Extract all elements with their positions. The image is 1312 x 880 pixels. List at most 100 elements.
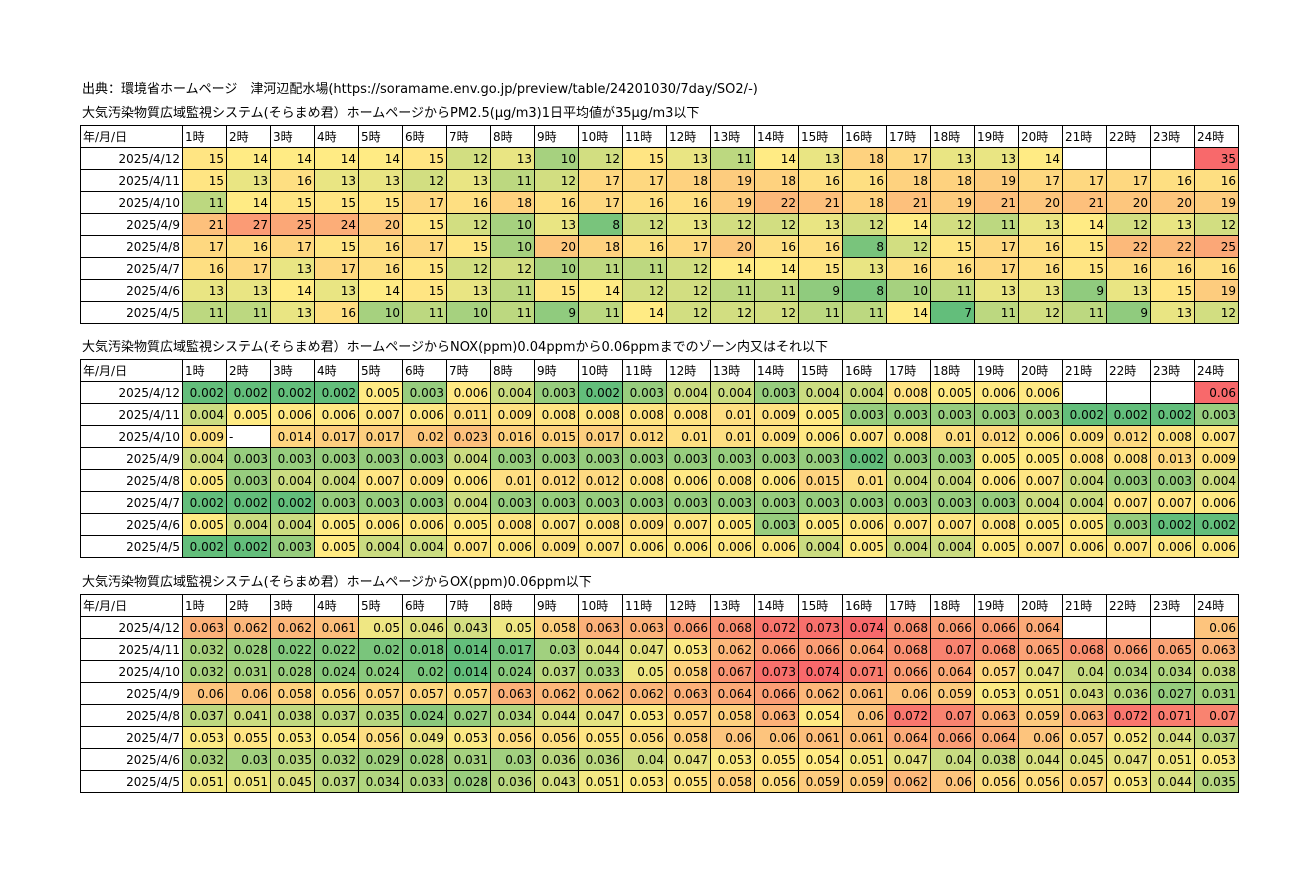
value-cell: 0.047 bbox=[1018, 660, 1063, 683]
value-cell: 0.044 bbox=[1018, 748, 1063, 771]
value-cell: 11 bbox=[578, 257, 623, 280]
value-cell: 0.056 bbox=[974, 770, 1019, 793]
nox-section-title: 大気汚染物質広域監視システム(そらまめ君）ホームページからNOX(ppm)0.0… bbox=[82, 340, 828, 355]
value-cell: 0.066 bbox=[974, 616, 1019, 639]
value-cell: 0.008 bbox=[1106, 447, 1151, 470]
value-cell: 14 bbox=[226, 191, 271, 214]
value-cell: 0.066 bbox=[930, 726, 975, 749]
value-cell: 0.06 bbox=[930, 770, 975, 793]
hour-header: 6時 bbox=[402, 594, 447, 617]
value-cell: 0.007 bbox=[1150, 491, 1195, 514]
value-cell: 0.007 bbox=[358, 403, 403, 426]
value-cell: 15 bbox=[534, 279, 579, 302]
hour-header: 5時 bbox=[358, 125, 403, 148]
value-cell: 0.009 bbox=[182, 425, 227, 448]
value-cell: 13 bbox=[182, 279, 227, 302]
value-cell: 0.028 bbox=[226, 638, 271, 661]
hour-header: 10時 bbox=[578, 359, 623, 382]
value-cell: 13 bbox=[1018, 213, 1063, 236]
value-cell: 12 bbox=[1106, 213, 1151, 236]
hour-header: 2時 bbox=[226, 359, 271, 382]
value-cell: 0.071 bbox=[842, 660, 887, 683]
value-cell: 0.005 bbox=[842, 535, 887, 558]
value-cell: 13 bbox=[666, 147, 711, 170]
row-date: 2025/4/8 bbox=[80, 469, 183, 492]
value-cell: 0.003 bbox=[578, 491, 623, 514]
value-cell: 0.011 bbox=[446, 403, 491, 426]
value-cell: 12 bbox=[1018, 301, 1063, 324]
value-cell: 0.027 bbox=[446, 704, 491, 727]
value-cell: 0.037 bbox=[182, 704, 227, 727]
value-cell: 0.04 bbox=[1062, 660, 1107, 683]
value-cell: 0.014 bbox=[446, 638, 491, 661]
value-cell: 0.065 bbox=[1150, 638, 1195, 661]
value-cell: 15 bbox=[622, 147, 667, 170]
value-cell: 12 bbox=[446, 257, 491, 280]
hour-header: 1時 bbox=[182, 594, 227, 617]
value-cell: 11 bbox=[798, 301, 843, 324]
value-cell: 0.003 bbox=[402, 491, 447, 514]
hour-header: 22時 bbox=[1106, 359, 1151, 382]
value-cell: 0.015 bbox=[534, 425, 579, 448]
value-cell: 0.007 bbox=[1018, 469, 1063, 492]
value-cell: 14 bbox=[710, 257, 755, 280]
value-cell: 0.004 bbox=[930, 469, 975, 492]
value-cell: 0.053 bbox=[622, 704, 667, 727]
value-cell: 14 bbox=[886, 301, 931, 324]
value-cell: 0.006 bbox=[446, 381, 491, 404]
value-cell: 14 bbox=[754, 147, 799, 170]
value-cell: 0.063 bbox=[754, 704, 799, 727]
value-cell: 14 bbox=[270, 279, 315, 302]
hour-header: 22時 bbox=[1106, 594, 1151, 617]
value-cell: 19 bbox=[974, 169, 1019, 192]
table-row: 2025/4/10 0.009-0.014 0.017 0.017 0.02 0.023 0… bbox=[80, 425, 1239, 448]
value-cell: 0.006 bbox=[446, 469, 491, 492]
value-cell: 0.063 bbox=[182, 616, 227, 639]
value-cell: 0.009 bbox=[1062, 425, 1107, 448]
value-cell: 0.063 bbox=[666, 682, 711, 705]
hour-header: 23時 bbox=[1150, 359, 1195, 382]
value-cell: 0.051 bbox=[1018, 682, 1063, 705]
value-cell: 0.002 bbox=[1062, 403, 1107, 426]
value-cell: 0.053 bbox=[1106, 770, 1151, 793]
value-cell: 0.066 bbox=[754, 682, 799, 705]
value-cell: 16 bbox=[314, 301, 359, 324]
value-cell: 0.007 bbox=[886, 513, 931, 536]
value-cell: 0.053 bbox=[710, 748, 755, 771]
value-cell: 0.009 bbox=[754, 403, 799, 426]
value-cell: 0.002 bbox=[1194, 513, 1239, 536]
value-cell: 0.063 bbox=[1194, 638, 1239, 661]
value-cell: 12 bbox=[842, 213, 887, 236]
hour-header: 11時 bbox=[622, 125, 667, 148]
value-cell: 0.06 bbox=[1194, 616, 1239, 639]
value-cell: 13 bbox=[930, 147, 975, 170]
value-cell: 0.061 bbox=[314, 616, 359, 639]
value-cell: 0.038 bbox=[974, 748, 1019, 771]
value-cell: 0.004 bbox=[666, 381, 711, 404]
value-cell: 0.037 bbox=[314, 704, 359, 727]
value-cell: 0.07 bbox=[930, 638, 975, 661]
value-cell: 0.003 bbox=[930, 447, 975, 470]
value-cell: 0.008 bbox=[1062, 447, 1107, 470]
value-cell: 14 bbox=[1062, 213, 1107, 236]
value-cell: 0.002 bbox=[314, 381, 359, 404]
row-date: 2025/4/7 bbox=[80, 491, 183, 514]
value-cell: 0.003 bbox=[226, 447, 271, 470]
value-cell: 17 bbox=[1018, 169, 1063, 192]
value-cell: 0.004 bbox=[886, 535, 931, 558]
value-cell: 0.062 bbox=[578, 682, 623, 705]
value-cell bbox=[1062, 147, 1107, 170]
hour-header: 24時 bbox=[1194, 594, 1239, 617]
hour-header: 1時 bbox=[182, 125, 227, 148]
value-cell: 0.003 bbox=[1106, 469, 1151, 492]
value-cell: 0.006 bbox=[710, 535, 755, 558]
value-cell: 0.008 bbox=[974, 513, 1019, 536]
value-cell: 0.005 bbox=[314, 513, 359, 536]
hour-header: 15時 bbox=[798, 359, 843, 382]
hour-header: 8時 bbox=[490, 125, 535, 148]
value-cell: 0.057 bbox=[402, 682, 447, 705]
value-cell: 15 bbox=[402, 257, 447, 280]
value-cell: 15 bbox=[270, 191, 315, 214]
value-cell: 14 bbox=[1018, 147, 1063, 170]
hour-header: 6時 bbox=[402, 125, 447, 148]
